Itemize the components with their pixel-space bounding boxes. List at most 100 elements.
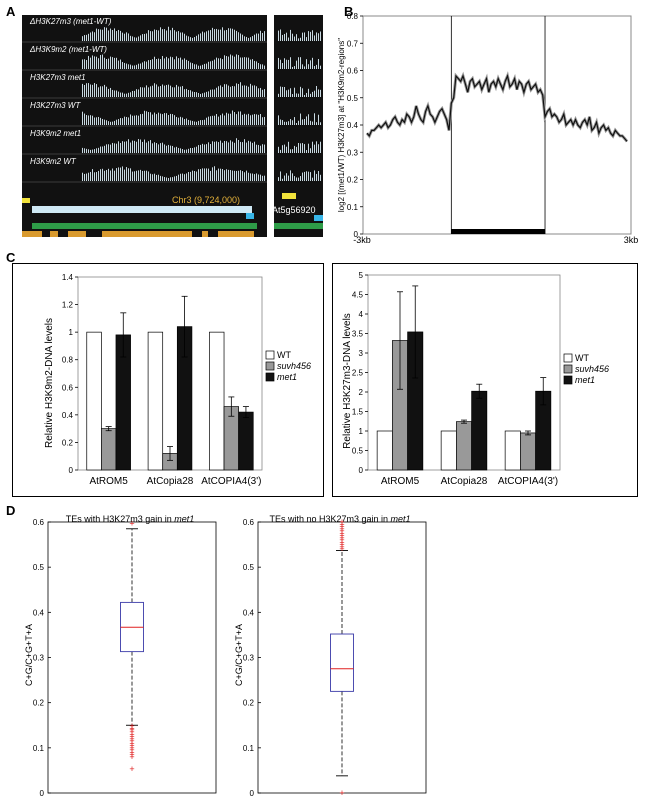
signal-bar [314, 35, 315, 41]
y-tick-label: 0 [250, 789, 255, 798]
signal-bar [178, 117, 179, 125]
y-tick-label: 4 [359, 310, 364, 319]
signal-bar [282, 34, 283, 41]
signal-bar [154, 83, 155, 97]
signal-bar [280, 171, 281, 181]
signal-bar [308, 171, 309, 181]
signal-bar [112, 121, 113, 125]
y-tick-label: 0.5 [352, 447, 364, 456]
signal-bar [316, 173, 317, 181]
signal-bar [284, 121, 285, 125]
signal-bar [88, 83, 89, 97]
signal-bar [284, 144, 285, 153]
bar-WT [376, 430, 393, 471]
signal-bar [316, 64, 317, 69]
signal-bar [130, 64, 131, 69]
signal-bar [234, 142, 235, 153]
signal-bar [166, 84, 167, 97]
signal-bar [294, 66, 295, 69]
signal-bar [278, 177, 279, 181]
chart-c1-bars: AtROM5 AtCopia28 AtCOPIA4(3') [86, 295, 261, 487]
signal-bar [82, 59, 83, 69]
signal-bar [90, 32, 91, 41]
signal-bar [244, 139, 245, 153]
signal-bar [196, 35, 197, 41]
signal-bar [126, 93, 127, 97]
signal-bar [150, 140, 151, 153]
signal-bar [310, 31, 311, 41]
signal-bar [88, 149, 89, 153]
signal-bar [214, 59, 215, 69]
signal-bar [180, 116, 181, 125]
gene-feature [246, 213, 254, 219]
signal-bar [202, 64, 203, 69]
signal-bar [314, 90, 315, 97]
signal-bar [208, 168, 209, 181]
signal-bar [132, 171, 133, 181]
track-label: H3K9m2 WT [30, 157, 76, 166]
signal-bar [240, 170, 241, 181]
signal-bar [258, 88, 259, 97]
signal-bar [170, 177, 171, 181]
signal-bar [164, 144, 165, 153]
signal-bar [206, 91, 207, 97]
outlier-point: + [339, 537, 344, 547]
gene-feature [202, 231, 208, 237]
signal-bar [122, 118, 123, 125]
signal-bar [278, 30, 279, 41]
signal-bar [134, 90, 135, 97]
signal-bar [120, 30, 121, 41]
signal-bar [90, 115, 91, 125]
signal-bar [248, 140, 249, 153]
signal-bar [314, 113, 315, 125]
signal-bar [236, 30, 237, 41]
signal-bar [194, 170, 195, 181]
y-tick-label: 1.5 [352, 408, 364, 417]
legend-swatch [265, 372, 275, 382]
y-tick-label: 0 [69, 466, 74, 475]
signal-bar [160, 27, 161, 41]
signal-bar [230, 113, 231, 125]
signal-bar [300, 86, 301, 97]
signal-bar [144, 33, 145, 41]
signal-bar [134, 140, 135, 153]
signal-bar [212, 141, 213, 153]
signal-bar [258, 33, 259, 41]
signal-bar [110, 121, 111, 125]
signal-bar [196, 92, 197, 97]
signal-bar [204, 63, 205, 69]
signal-bar [150, 59, 151, 69]
signal-bar [308, 114, 309, 125]
signal-bar [130, 114, 131, 125]
signal-bar [172, 87, 173, 97]
signal-bar [116, 90, 117, 97]
signal-bar [290, 29, 291, 41]
signal-bar [164, 29, 165, 41]
signal-bar [234, 29, 235, 41]
signal-bar [302, 32, 303, 41]
outlier-point: + [129, 732, 134, 742]
signal-bar [230, 170, 231, 181]
signal-bar [96, 117, 97, 125]
signal-bar [216, 87, 217, 97]
signal-bar [122, 32, 123, 41]
y-tick-label: 1.4 [62, 273, 74, 282]
signal-bar [278, 57, 279, 69]
chart-b-line-shadow [365, 71, 629, 143]
signal-bar [246, 85, 247, 97]
signal-bar [250, 83, 251, 97]
signal-bar [190, 62, 191, 69]
signal-bar [286, 173, 287, 181]
signal-bar [226, 169, 227, 181]
signal-bar [134, 65, 135, 69]
iqr-box [330, 633, 354, 692]
signal-bar [112, 30, 113, 41]
signal-bar [304, 118, 305, 125]
chart-c2-bars: AtROM5 AtCopia28 AtCOPIA4(3') [376, 285, 558, 487]
outlier-point: + [339, 522, 344, 532]
signal-bar [160, 86, 161, 97]
signal-bar [290, 149, 291, 153]
outlier-point: + [129, 721, 134, 731]
signal-bar [114, 28, 115, 41]
signal-bar [316, 32, 317, 41]
